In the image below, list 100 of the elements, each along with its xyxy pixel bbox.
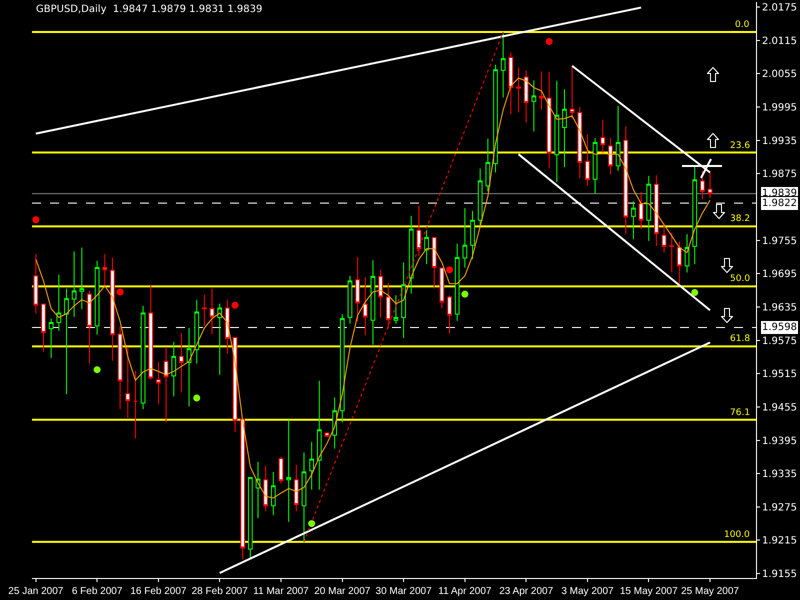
candlestick	[508, 52, 514, 115]
candlestick	[401, 262, 406, 339]
candlestick	[316, 380, 322, 490]
candlestick	[355, 256, 360, 322]
candlestick	[263, 465, 268, 512]
x-tick-label: 6 Feb 2007	[72, 586, 123, 597]
ref-line-label: 1.9822	[762, 198, 797, 209]
y-tick-label: 2.0115	[762, 36, 797, 47]
candlestick	[531, 80, 536, 132]
y-tick-label: 1.9875	[762, 169, 797, 180]
candlestick	[600, 119, 606, 154]
candlestick	[493, 64, 498, 174]
candlestick	[700, 170, 705, 200]
candlestick	[324, 432, 330, 437]
annotation: 100.0	[724, 530, 750, 540]
x-tick-label: 20 Mar 2007	[314, 586, 371, 597]
candlestick	[270, 471, 276, 516]
y-tick-label: 1.9515	[762, 369, 797, 380]
point	[461, 290, 468, 298]
candlestick	[348, 275, 352, 324]
candlestick	[232, 336, 238, 432]
candlestick	[546, 71, 552, 169]
annotation: 0.0	[735, 20, 750, 30]
candlestick	[256, 461, 260, 519]
point	[232, 302, 239, 309]
candlestick	[133, 370, 138, 440]
candlestick	[416, 205, 422, 256]
y-tick-label: 1.9995	[762, 102, 797, 114]
y-tick-label: 1.9455	[762, 402, 797, 414]
x-tick-label: 25 May 2007	[681, 586, 740, 597]
x-tick-label: 25 Jan 2007	[8, 586, 64, 597]
candlestick	[554, 80, 560, 182]
candlestick	[524, 70, 529, 124]
candlestick	[94, 260, 100, 336]
candlestick	[432, 237, 437, 290]
candlestick	[217, 303, 222, 376]
candlestick	[684, 234, 690, 273]
candlestick	[286, 419, 292, 522]
candlestick	[516, 67, 521, 114]
y-tick-label: 1.9755	[762, 236, 797, 247]
candlestick	[616, 105, 620, 172]
candlestick	[156, 361, 161, 405]
y-tick-label: 1.9635	[762, 302, 797, 314]
y-tick-label: 1.9335	[762, 469, 797, 480]
candlestick	[638, 191, 644, 230]
candlestick	[394, 294, 398, 324]
candlestick	[294, 464, 299, 512]
candlestick	[240, 418, 246, 560]
candlestick	[164, 348, 168, 423]
chart-title: GBPUSD,Daily 1.9847 1.9879 1.9831 1.9839	[36, 4, 262, 15]
candlestick	[248, 476, 253, 560]
candlestick	[631, 200, 636, 240]
candlestick	[202, 294, 207, 326]
ref-line-label: 1.9839	[762, 188, 797, 199]
point	[308, 520, 316, 528]
point	[193, 394, 200, 402]
candlestick	[562, 88, 567, 168]
line-series	[35, 78, 711, 499]
candlestick	[462, 208, 468, 268]
x-tick-label: 11 Mar 2007	[253, 586, 310, 597]
annotation: 76.1	[730, 408, 750, 418]
candlestick	[485, 138, 490, 192]
y-tick-label: 1.9575	[762, 336, 797, 347]
y-tick-label: 1.9275	[762, 502, 797, 514]
candlestick	[179, 332, 184, 393]
candlestick	[186, 328, 192, 407]
y-tick-label: 1.9935	[762, 136, 797, 147]
annotation: 38.2	[730, 214, 750, 224]
candlestick	[194, 299, 200, 364]
candlestick	[608, 138, 613, 175]
candlestick	[370, 260, 376, 346]
candlestick	[592, 138, 598, 194]
candlestick	[79, 247, 84, 310]
y-tick-label: 2.0055	[762, 69, 797, 80]
candlestick	[278, 456, 284, 484]
y-tick-label: 2.0175	[762, 2, 797, 14]
point	[446, 266, 454, 274]
x-tick-label: 3 May 2007	[561, 586, 614, 597]
candlestick	[424, 230, 429, 265]
candlestick	[64, 288, 69, 395]
candlestick	[125, 346, 130, 419]
x-tick-label: 28 Feb 2007	[192, 586, 248, 597]
candlestick	[48, 318, 54, 359]
candlestick	[577, 106, 582, 179]
candlestick	[33, 254, 38, 314]
candlestick	[470, 210, 475, 260]
candlestick	[140, 305, 146, 410]
point	[116, 288, 124, 296]
annotation: 23.6	[730, 141, 750, 151]
candlestick	[56, 274, 62, 332]
candlestick	[478, 168, 483, 227]
candlestick	[72, 250, 77, 318]
ref-line-label: 1.9598	[762, 322, 797, 333]
candlestick	[454, 243, 460, 322]
point	[691, 289, 698, 296]
candlestick	[171, 341, 176, 397]
candlestick	[585, 134, 590, 186]
x-tick-label: 23 Apr 2007	[499, 586, 554, 597]
candlestick	[500, 33, 506, 98]
candlestick	[662, 222, 666, 254]
